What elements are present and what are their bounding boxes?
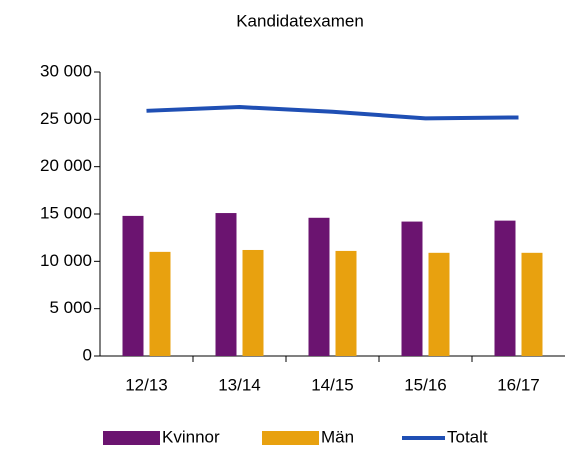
legend-swatch (262, 431, 319, 445)
bar (149, 251, 171, 356)
y-tick-label: 20 000 (40, 156, 92, 175)
y-tick-label: 15 000 (40, 203, 92, 222)
bar (521, 252, 543, 356)
legend-swatch (103, 431, 160, 445)
line (146, 105, 519, 121)
x-tick-label: 12/13 (125, 375, 168, 394)
x-tick-label: 16/17 (497, 375, 540, 394)
bar (215, 213, 237, 356)
y-tick-label: 0 (83, 345, 92, 364)
bar (428, 252, 450, 356)
chart-title: Kandidatexamen (236, 11, 364, 30)
legend-label: Kvinnor (162, 427, 220, 446)
bar (494, 220, 516, 356)
bar (401, 221, 423, 356)
y-tick-label: 30 000 (40, 61, 92, 80)
x-tick-label: 14/15 (311, 375, 354, 394)
bar (308, 217, 330, 356)
y-tick-label: 10 000 (40, 251, 92, 270)
legend-label: Män (321, 427, 354, 446)
bar (335, 250, 357, 356)
legend-label: Totalt (447, 427, 488, 446)
bar (242, 249, 264, 356)
x-tick-label: 15/16 (404, 375, 447, 394)
y-tick-label: 25 000 (40, 109, 92, 128)
x-tick-label: 13/14 (218, 375, 261, 394)
y-tick-label: 5 000 (49, 298, 92, 317)
bar (122, 215, 144, 356)
